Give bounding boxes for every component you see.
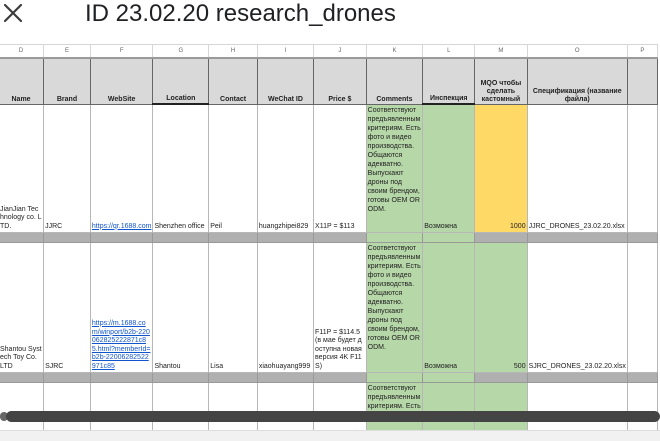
separator-cell	[474, 231, 528, 243]
column-letter[interactable]: M	[474, 44, 528, 59]
separator-cell	[365, 231, 424, 243]
close-icon[interactable]	[3, 2, 23, 26]
column-letter[interactable]: G	[152, 44, 210, 59]
cell-contact[interactable]: Lisa	[208, 241, 258, 373]
website-link[interactable]: https://m.1688.com/winport/b2b-220062825…	[91, 319, 151, 370]
cell-price[interactable]: F11P = $114.5 (в мае будет доступна нова…	[313, 241, 367, 373]
document-title: ID 23.02.20 research_drones	[85, 0, 396, 27]
cell-empty[interactable]	[626, 241, 659, 373]
header-brand[interactable]: Brand	[43, 57, 91, 105]
cell-location[interactable]: Shenzhen office	[152, 103, 210, 233]
separator-cell	[208, 371, 258, 383]
cell-spec[interactable]: SJRC_DRONES_23.02.20.xlsx	[526, 241, 628, 373]
cell-name[interactable]: Shantou Systech Toy Co. LTD	[0, 241, 45, 373]
separator-cell	[313, 371, 367, 383]
separator-cell	[89, 231, 154, 243]
cell-inspection[interactable]: Возможна	[422, 241, 476, 373]
table-row-separator	[0, 371, 659, 383]
cell-moq[interactable]: 1000	[474, 103, 528, 233]
column-letter[interactable]: E	[43, 44, 91, 59]
column-letter[interactable]: I	[256, 44, 315, 59]
table-row-separator	[0, 231, 659, 243]
cell-website[interactable]: https://qr.1688.com	[89, 103, 154, 233]
website-link[interactable]: https://qr.1688.com	[91, 222, 152, 230]
cell-contact[interactable]: Peil	[208, 103, 258, 233]
separator-cell	[365, 371, 424, 383]
separator-cell	[626, 231, 659, 243]
cell-inspection[interactable]: Возможна	[422, 103, 476, 233]
cell-brand[interactable]: SJRC	[43, 241, 91, 373]
header-inspection[interactable]: Инспекция	[422, 57, 476, 105]
cell-website[interactable]: https://m.1688.com/winport/b2b-220062825…	[89, 241, 154, 373]
column-letter[interactable]: D	[0, 44, 45, 59]
separator-cell	[422, 371, 476, 383]
column-letters-row: D E F G H I J K L M O P	[0, 44, 659, 59]
header-empty[interactable]	[626, 57, 659, 105]
separator-cell	[208, 231, 258, 243]
scrollbar-left-cap	[0, 412, 8, 421]
separator-cell	[43, 231, 91, 243]
separator-cell	[313, 231, 367, 243]
table-row: JianJian Technology co. LTD. JJRC https:…	[0, 103, 659, 233]
header-contact[interactable]: Contact	[208, 57, 258, 105]
cell-name[interactable]: JianJian Technology co. LTD.	[0, 103, 45, 233]
header-wechat[interactable]: WeChat ID	[256, 57, 315, 105]
separator-cell	[0, 231, 45, 243]
cell-brand[interactable]: JJRC	[43, 103, 91, 233]
separator-cell	[526, 231, 628, 243]
separator-cell	[422, 231, 476, 243]
header-row: Name Brand WebSite Location Contact WeCh…	[0, 57, 659, 105]
horizontal-scrollbar[interactable]	[6, 411, 660, 422]
column-letter[interactable]: K	[365, 44, 424, 59]
cell-empty[interactable]	[626, 103, 659, 233]
header-comments[interactable]: Comments	[365, 57, 424, 105]
separator-cell	[256, 231, 315, 243]
cell-wechat[interactable]: huangzhipei829	[256, 103, 315, 233]
separator-cell	[474, 371, 528, 383]
column-letter[interactable]: O	[526, 44, 628, 59]
cell-moq[interactable]: 500	[474, 241, 528, 373]
cell-wechat[interactable]: xiaohuayang999	[256, 241, 315, 373]
separator-cell	[0, 371, 45, 383]
top-bar: ID 23.02.20 research_drones	[0, 0, 660, 44]
cell-location[interactable]: Shantou	[152, 241, 210, 373]
cell-comments[interactable]: Соответствуют предъявленным критериям. Е…	[365, 241, 424, 373]
separator-cell	[526, 371, 628, 383]
cell-spec[interactable]: JJRC_DRONES_23.02.20.xlsx	[526, 103, 628, 233]
column-letter[interactable]: J	[313, 44, 367, 59]
bottom-strip	[0, 430, 660, 441]
header-name[interactable]: Name	[0, 57, 45, 105]
column-letter[interactable]: L	[422, 44, 476, 59]
separator-cell	[89, 371, 154, 383]
separator-cell	[152, 231, 210, 243]
header-spec[interactable]: Спецификация (название файла)	[526, 57, 628, 105]
table-row: Shantou Systech Toy Co. LTD SJRC https:/…	[0, 241, 659, 373]
column-letter[interactable]: P	[626, 44, 659, 59]
header-website[interactable]: WebSite	[89, 57, 154, 105]
separator-cell	[626, 371, 659, 383]
header-location[interactable]: Location	[152, 57, 210, 105]
separator-cell	[152, 371, 210, 383]
header-price[interactable]: Price $	[313, 57, 367, 105]
separator-cell	[256, 371, 315, 383]
column-letter[interactable]: F	[89, 44, 154, 59]
cell-price[interactable]: X11P = $113	[313, 103, 367, 233]
column-letter[interactable]: H	[208, 44, 258, 59]
separator-cell	[43, 371, 91, 383]
header-moq[interactable]: MQO чтобы сделать кастомный	[474, 57, 528, 105]
spreadsheet-grid[interactable]: D E F G H I J K L M O P Name Brand WebSi…	[0, 44, 660, 440]
cell-comments[interactable]: Соответствуют предъявленным критериям. Е…	[365, 103, 424, 233]
